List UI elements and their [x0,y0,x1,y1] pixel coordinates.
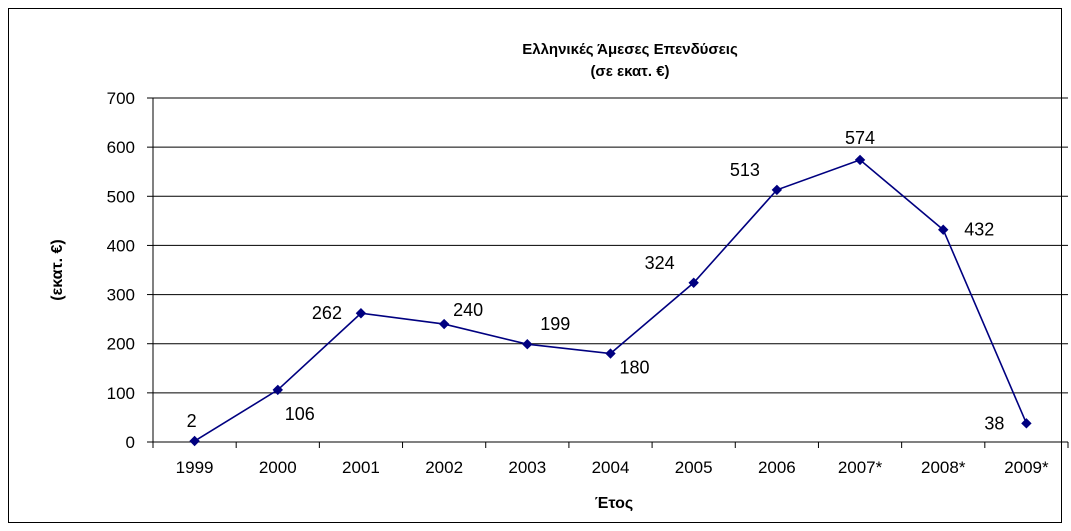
chart-subtitle: (σε εκατ. €) [590,63,669,80]
data-point [688,277,699,288]
data-label: 106 [285,404,315,424]
data-point [522,338,533,350]
data-labels: 2 106 262 240 199 180 324 513 574 432 38 [187,128,1005,433]
x-tick-label: 2002 [425,458,463,477]
y-tick-label: 500 [107,187,135,206]
y-tick-label: 100 [107,384,135,403]
data-label: 262 [312,303,342,323]
x-tick-label: 2001 [342,458,380,477]
x-tick-label: 2009* [1004,458,1049,477]
series [189,154,1032,447]
data-point [189,435,200,447]
chart-frame [8,8,1062,523]
data-point [854,154,866,166]
series-line [194,159,1028,442]
axes [147,97,1069,448]
data-label: 513 [730,160,760,180]
y-tick-labels: 0 100 200 300 400 500 600 700 [107,89,135,452]
chart-title: Ελληνικές Άμεσες Επενδύσεις [522,41,738,58]
data-point [771,184,783,196]
data-label: 574 [845,128,875,148]
data-label: 324 [645,253,675,273]
data-point [938,224,949,235]
x-tick-labels: 1999 2000 2001 2002 2003 2004 2005 2006 2007* 200… [176,458,1049,477]
data-label: 180 [619,358,649,378]
data-point [1021,418,1032,429]
y-tick-label: 200 [107,335,135,354]
data-point [438,318,450,330]
x-axis-label: Έτος [595,495,633,512]
data-point [272,384,283,396]
data-label: 2 [187,411,197,431]
y-tick-label: 0 [126,433,135,452]
x-tick-label: 2003 [508,458,546,477]
x-tick-label: 1999 [176,458,214,477]
y-tick-label: 700 [107,89,135,108]
y-tick-label: 400 [107,236,135,255]
data-label: 199 [540,314,570,334]
y-tick-label: 600 [107,138,135,157]
y-axis-label: (εκατ. €) [49,239,66,300]
x-tick-label: 2006 [758,458,796,477]
data-point [605,348,616,359]
x-tick-label: 2008* [921,458,966,477]
data-label: 240 [453,300,483,320]
gridlines [153,97,1068,394]
data-point [355,308,367,319]
y-tick-label: 300 [107,286,135,305]
x-tick-label: 2007* [838,458,883,477]
x-tick-label: 2004 [592,458,630,477]
x-tick-label: 2000 [259,458,297,477]
data-label: 432 [964,220,994,240]
data-label: 38 [984,413,1004,433]
x-tick-label: 2005 [675,458,713,477]
